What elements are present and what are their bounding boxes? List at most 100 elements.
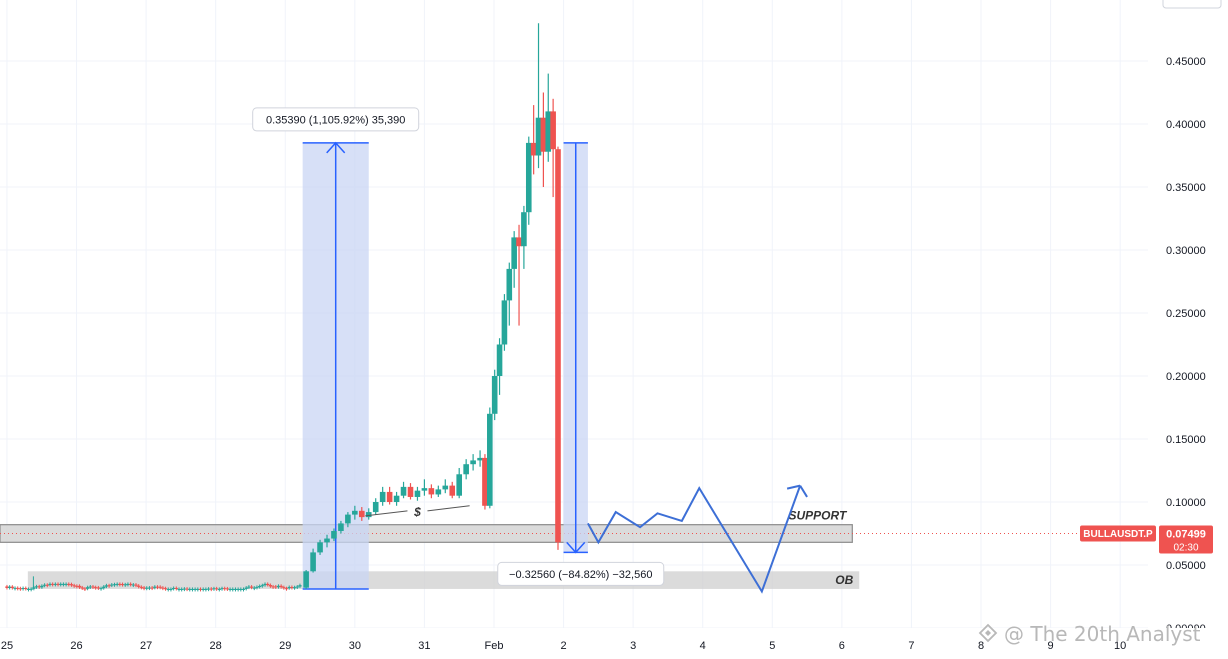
candle-down: [10, 586, 14, 589]
candle-up[interactable]: [470, 460, 476, 465]
candle-down: [69, 584, 74, 586]
measure-arrow-head-icon: [326, 141, 346, 154]
candle-down: [94, 587, 98, 589]
candle-down: [5, 586, 9, 588]
candle-up[interactable]: [535, 117, 542, 156]
candle-down[interactable]: [482, 457, 488, 506]
candle-up[interactable]: [338, 523, 344, 531]
candle-down: [139, 586, 143, 588]
candle-down[interactable]: [540, 117, 547, 152]
time-axis[interactable]: 25 26 27 28 29 30 31 Feb 2 3 4 5 6 7 8 9 10: [0, 628, 1228, 659]
liquidity-line-left: [365, 510, 408, 517]
x-tick-label: 26: [70, 640, 82, 652]
candle-up: [26, 588, 31, 590]
candle-up: [212, 588, 216, 590]
candle-down: [18, 588, 22, 590]
candle-up[interactable]: [331, 530, 337, 539]
candle-down: [155, 586, 160, 588]
candle-up: [61, 583, 66, 585]
candle-down[interactable]: [407, 486, 414, 497]
candle-up[interactable]: [463, 464, 469, 475]
candle-up: [258, 586, 262, 588]
candle-up: [104, 585, 109, 587]
candle-up[interactable]: [345, 514, 351, 524]
candle-up: [239, 588, 243, 590]
candle-down: [75, 585, 79, 587]
y-tick-label: 0.25000: [1166, 308, 1206, 320]
candle-up[interactable]: [421, 488, 428, 491]
candle-down: [80, 587, 84, 589]
candle-down: [282, 587, 286, 589]
candle-up[interactable]: [487, 413, 493, 506]
candle-down[interactable]: [428, 488, 435, 495]
candle-up[interactable]: [317, 542, 323, 553]
candle-up: [193, 588, 197, 590]
projection-path[interactable]: [587, 485, 802, 594]
candle-up: [201, 588, 205, 590]
candle-up: [177, 588, 181, 590]
candle-up[interactable]: [491, 376, 498, 414]
candle-up: [298, 585, 302, 587]
candle-down: [16, 587, 20, 589]
zone-label-support: SUPPORT: [789, 509, 848, 523]
candle-up[interactable]: [456, 474, 462, 496]
candle-up[interactable]: [379, 491, 386, 502]
symbol-tag: [1080, 525, 1156, 542]
candle-up[interactable]: [496, 344, 503, 377]
candle-up[interactable]: [400, 486, 407, 496]
candle-up[interactable]: [393, 495, 400, 502]
candle-up[interactable]: [303, 571, 309, 588]
candle-up[interactable]: [501, 300, 508, 345]
candle-up: [13, 587, 17, 589]
candle-down[interactable]: [358, 510, 365, 518]
candle-down: [91, 586, 95, 588]
candle-up[interactable]: [442, 485, 449, 490]
candle-up[interactable]: [310, 552, 316, 572]
candle-down: [96, 587, 100, 589]
candle-up[interactable]: [525, 142, 532, 213]
candle-up: [196, 588, 200, 590]
candle-up[interactable]: [506, 268, 513, 301]
candle-down: [225, 588, 229, 590]
candle-up[interactable]: [477, 457, 483, 461]
price-axis[interactable]: 0.45000 0.40000 0.35000 0.30000 0.25000 0.200…: [1148, 0, 1228, 635]
candle-down: [77, 585, 82, 588]
x-tick-label: 2: [561, 640, 567, 652]
zone-label-ob: OB: [835, 573, 853, 587]
measure-tool-up[interactable]: 0.35390 (1,105.92%) 35,390: [252, 107, 420, 590]
candle-down: [129, 583, 133, 585]
candle-up[interactable]: [545, 111, 552, 152]
candle-up[interactable]: [511, 237, 517, 269]
candle-down[interactable]: [555, 149, 561, 543]
candle-up: [34, 586, 39, 588]
candle-up[interactable]: [435, 489, 442, 495]
candle-up: [180, 588, 184, 590]
candle-down: [161, 587, 165, 589]
candle-up: [112, 584, 117, 586]
candle-up: [255, 586, 259, 588]
candle-up[interactable]: [372, 502, 379, 513]
candle-up[interactable]: [352, 510, 358, 515]
candle-down[interactable]: [449, 485, 456, 496]
candle-up[interactable]: [365, 512, 372, 518]
candle-up[interactable]: [414, 490, 421, 497]
candle-up: [241, 588, 246, 590]
grid-lines: [0, 0, 1148, 629]
watermark: @ The 20th Analyst: [978, 622, 1201, 646]
candle-up: [145, 587, 149, 589]
candle-down: [118, 583, 122, 585]
candle-up: [86, 587, 90, 589]
candle-down[interactable]: [530, 142, 537, 156]
axis-corner-button[interactable]: [1162, 0, 1222, 9]
x-tick-label: 10: [1114, 640, 1126, 652]
candle-up: [220, 588, 224, 590]
measure-tool-down[interactable]: −0.32560 (−84.82%) −32,560: [497, 142, 665, 586]
candle-down[interactable]: [550, 111, 556, 150]
candle-up: [287, 586, 291, 589]
candle-down[interactable]: [516, 237, 522, 247]
candle-up[interactable]: [324, 538, 330, 543]
candle-down[interactable]: [386, 491, 393, 502]
candle-up[interactable]: [521, 212, 527, 247]
x-tick-label: 3: [630, 640, 636, 652]
